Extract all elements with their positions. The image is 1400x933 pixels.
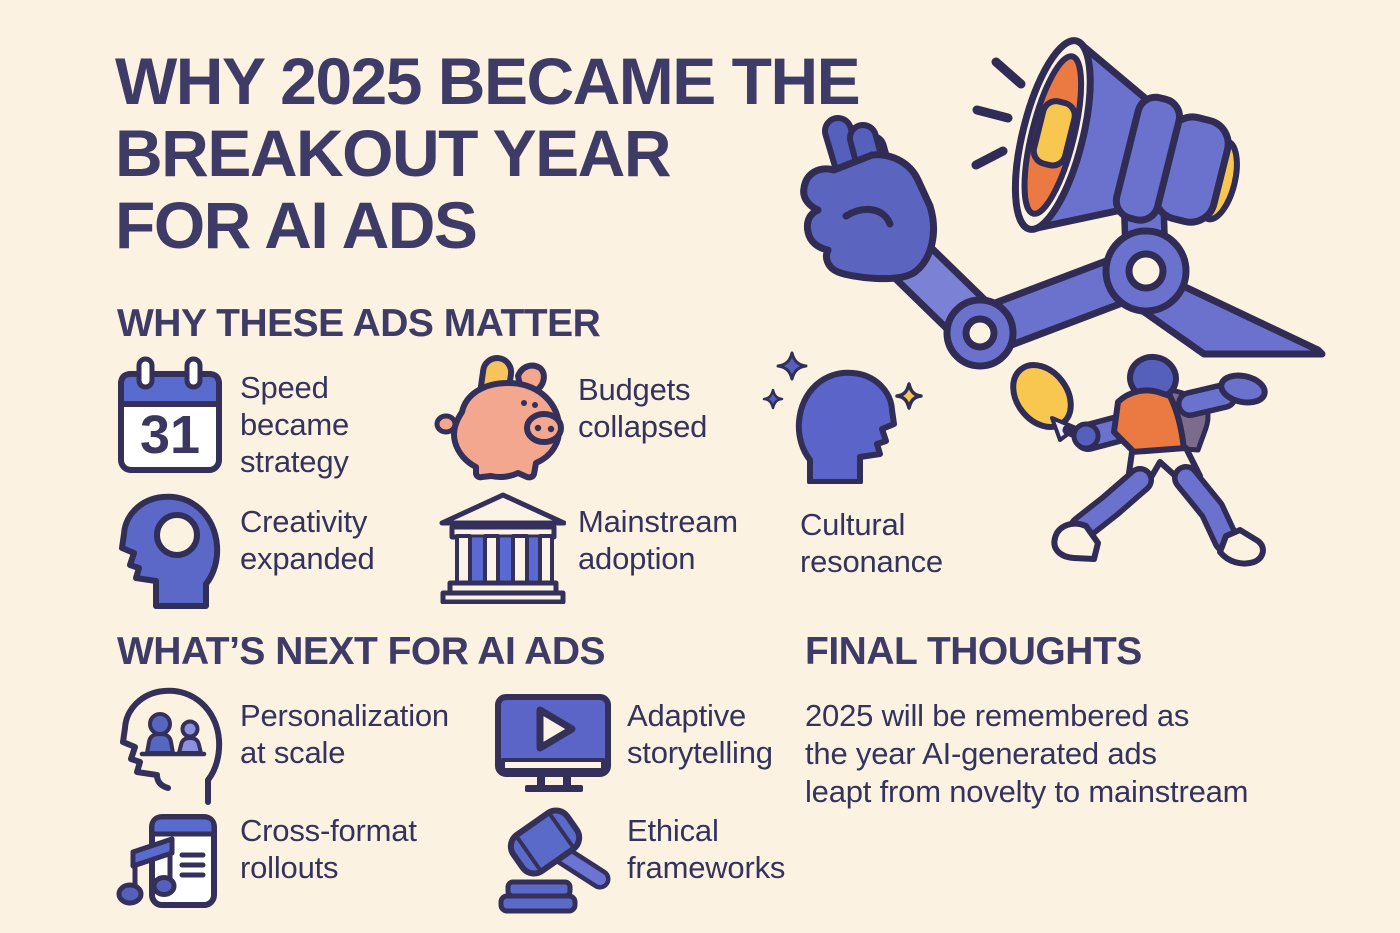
music-document-icon [110,806,224,928]
tennis-player-illustration [1000,350,1300,580]
final-thoughts-body: 2025 will be remembered as the year AI-g… [805,698,1249,810]
creative-head-icon [118,492,222,614]
piggy-bank-icon [432,352,566,482]
item-label-adaptive: Adaptive storytelling [627,698,773,771]
video-monitor-icon [488,688,622,798]
bank-building-icon [430,488,566,604]
item-label-cross-format: Cross-format rollouts [240,813,417,886]
megaphone-robot-arm-illustration [770,0,1400,372]
item-label-ethical: Ethical frameworks [627,813,786,886]
section-heading-final-thoughts: FINAL THOUGHTS [805,630,1142,673]
item-label-speed: Speed became strategy [240,370,350,480]
item-label-mainstream: Mainstream adoption [578,504,738,577]
section-heading-whats-next: WHAT’S NEXT FOR AI ADS [117,630,606,673]
item-label-budgets: Budgets collapsed [578,372,708,445]
personalization-head-icon [106,684,224,814]
item-label-cultural: Cultural resonance [800,507,943,580]
section-heading-why-these-ads-matter: WHY THESE ADS MATTER [117,302,601,345]
item-label-creativity: Creativity expanded [240,504,375,577]
sparkle-head-icon [748,350,924,484]
item-label-personalization: Personalization at scale [240,698,449,771]
page-title: WHY 2025 BECAME THE BREAKOUT YEAR FOR AI… [115,44,861,262]
calendar-day-number: 31 [140,405,200,465]
calendar-icon: 31 [117,356,223,474]
gavel-icon [488,806,614,920]
